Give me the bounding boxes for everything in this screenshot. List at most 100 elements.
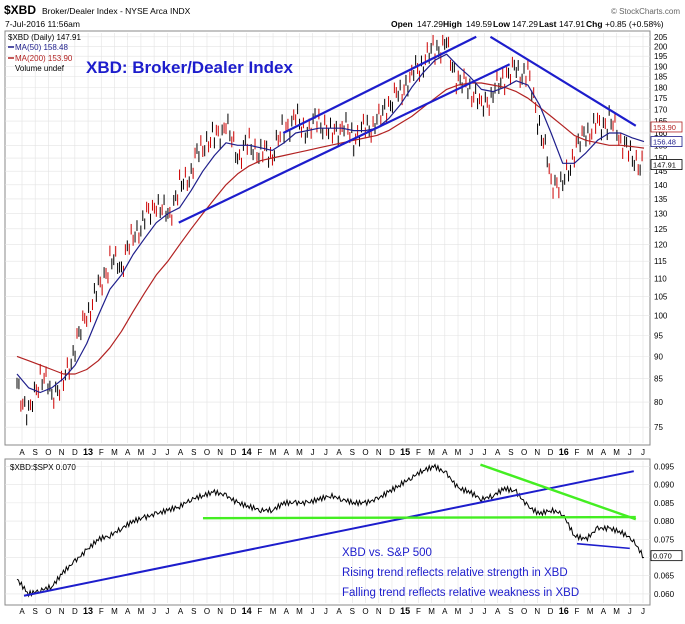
price-x-tick-label: A bbox=[336, 448, 342, 457]
price-x-tick-label: 14 bbox=[242, 447, 252, 457]
ratio-x-tick-label: N bbox=[59, 607, 65, 616]
ratio-y-tick-label: 0.090 bbox=[654, 481, 675, 490]
trendline-falling bbox=[489, 35, 637, 127]
price-x-tick-label: 16 bbox=[559, 447, 569, 457]
low-value: 147.29 bbox=[512, 19, 538, 29]
ratio-x-tick-label: 16 bbox=[559, 606, 569, 616]
ratio-x-axis: A S O N D 13 F M A M J J A S O N D 14 F M A M J J A S O N D 15 F M A M J J A… bbox=[19, 606, 645, 616]
price-x-tick-label: S bbox=[33, 448, 38, 457]
ratio-x-tick-label: D bbox=[548, 607, 554, 616]
price-x-tick-label: J bbox=[152, 448, 156, 457]
ratio-x-tick-label: N bbox=[376, 607, 382, 616]
watermark: © StockCharts.com bbox=[611, 7, 680, 16]
price-x-tick-label: M bbox=[587, 448, 594, 457]
ratio-x-tick-label: F bbox=[416, 607, 421, 616]
ratio-x-tick-label: S bbox=[508, 607, 513, 616]
last-value: 147.91 bbox=[559, 19, 585, 29]
price-y-tick-label: 115 bbox=[654, 257, 667, 266]
ratio-x-tick-label: A bbox=[178, 607, 184, 616]
ratio-x-tick-label: J bbox=[165, 607, 169, 616]
price-x-tick-label: S bbox=[508, 448, 513, 457]
price-series bbox=[16, 53, 645, 394]
price-y-tick-label: 80 bbox=[654, 398, 663, 407]
ratio-x-tick-label: M bbox=[296, 607, 303, 616]
ratio-x-tick-label: A bbox=[125, 607, 131, 616]
high-value: 149.59 bbox=[466, 19, 492, 29]
ratio-x-tick-label: J bbox=[482, 607, 486, 616]
low-label: Low bbox=[493, 19, 510, 29]
ratio-x-tick-label: M bbox=[587, 607, 594, 616]
ratio-last-badge-value: 0.070 bbox=[653, 552, 672, 561]
ratio-x-tick-label: O bbox=[45, 607, 51, 616]
price-x-tick-label: J bbox=[469, 448, 473, 457]
price-y-tick-label: 90 bbox=[654, 352, 663, 361]
high-label: High bbox=[443, 19, 462, 29]
ratio-x-tick-label: J bbox=[628, 607, 632, 616]
open-value: 147.29 bbox=[417, 19, 443, 29]
price-x-tick-label: O bbox=[45, 448, 51, 457]
index-name: Broker/Dealer Index - NYSE Arca INDX bbox=[42, 6, 191, 16]
price-x-tick-label: N bbox=[376, 448, 382, 457]
price-x-tick-label: A bbox=[19, 448, 25, 457]
ratio-x-tick-label: F bbox=[574, 607, 579, 616]
ratio-x-tick-label: J bbox=[641, 607, 645, 616]
ratio-x-tick-label: N bbox=[217, 607, 223, 616]
price-x-tick-label: M bbox=[613, 448, 620, 457]
ratio-x-tick-label: O bbox=[521, 607, 527, 616]
ratio-x-tick-label: D bbox=[72, 607, 78, 616]
price-y-tick-label: 110 bbox=[654, 274, 667, 283]
price-x-tick-label: J bbox=[628, 448, 632, 457]
price-y-tick-label: 175 bbox=[654, 94, 668, 103]
ratio-x-tick-label: D bbox=[389, 607, 395, 616]
price-x-tick-label: 15 bbox=[400, 447, 410, 457]
ratio-x-tick-label: M bbox=[270, 607, 277, 616]
price-x-tick-label: M bbox=[270, 448, 277, 457]
ratio-y-tick-label: 0.065 bbox=[654, 572, 675, 581]
chart-date: 7-Jul-2016 11:56am bbox=[5, 19, 80, 29]
ratio-trendline-falling bbox=[480, 463, 637, 521]
ratio-trendline-rising bbox=[23, 470, 634, 597]
chart-title-annotation: XBD: Broker/Dealer Index bbox=[86, 58, 293, 77]
price-y-tick-label: 150 bbox=[654, 154, 668, 163]
last-price-badge-box bbox=[650, 159, 683, 170]
price-y-tick-label: 165 bbox=[654, 117, 668, 126]
ratio-x-tick-label: F bbox=[99, 607, 104, 616]
price-x-tick-label: O bbox=[362, 448, 368, 457]
ratio-badges: 0.070 bbox=[650, 550, 683, 562]
ratio-x-tick-label: A bbox=[442, 607, 448, 616]
open-label: Open bbox=[391, 19, 413, 29]
ohlc-readout: Open 147.29 High 149.59 Low 147.29 Last … bbox=[391, 19, 664, 29]
price-x-tick-label: D bbox=[548, 448, 554, 457]
price-x-tick-label: O bbox=[521, 448, 527, 457]
legend-volume: Volume undef bbox=[15, 64, 65, 73]
ma50-badge-value: 156.48 bbox=[653, 138, 676, 147]
ma50-badge-box bbox=[650, 136, 683, 147]
price-y-tick-label: 95 bbox=[654, 331, 663, 340]
ratio-x-tick-label: A bbox=[495, 607, 501, 616]
ratio-x-tick-label: F bbox=[257, 607, 262, 616]
ratio-x-tick-label: A bbox=[284, 607, 290, 616]
ratio-x-tick-label: 13 bbox=[83, 606, 93, 616]
legend-daily: $XBD (Daily) 147.91 bbox=[8, 33, 81, 42]
ratio-x-tick-label: 14 bbox=[242, 606, 252, 616]
ratio-x-tick-label: D bbox=[231, 607, 237, 616]
price-x-tick-label: F bbox=[574, 448, 579, 457]
price-y-tick-label: 195 bbox=[654, 52, 668, 61]
ratio-x-tick-label: J bbox=[152, 607, 156, 616]
price-y-tick-label: 105 bbox=[654, 293, 668, 302]
price-x-tick-label: A bbox=[178, 448, 184, 457]
price-y-tick-label: 170 bbox=[654, 105, 668, 114]
ratio-x-tick-label: A bbox=[19, 607, 25, 616]
trendline-upper bbox=[282, 35, 477, 134]
ratio-trendline-flat bbox=[202, 515, 636, 520]
price-y-tick-label: 180 bbox=[654, 83, 668, 92]
ma50-line bbox=[16, 53, 645, 394]
ratio-panel-frame bbox=[4, 458, 651, 606]
price-x-tick-label: J bbox=[641, 448, 645, 457]
price-y-tick-label: 160 bbox=[654, 129, 668, 138]
price-x-tick-label: D bbox=[389, 448, 395, 457]
ratio-x-tick-label: J bbox=[324, 607, 328, 616]
ratio-series bbox=[16, 463, 645, 598]
price-panel-frame bbox=[4, 30, 651, 446]
price-y-tick-label: 200 bbox=[654, 42, 668, 51]
